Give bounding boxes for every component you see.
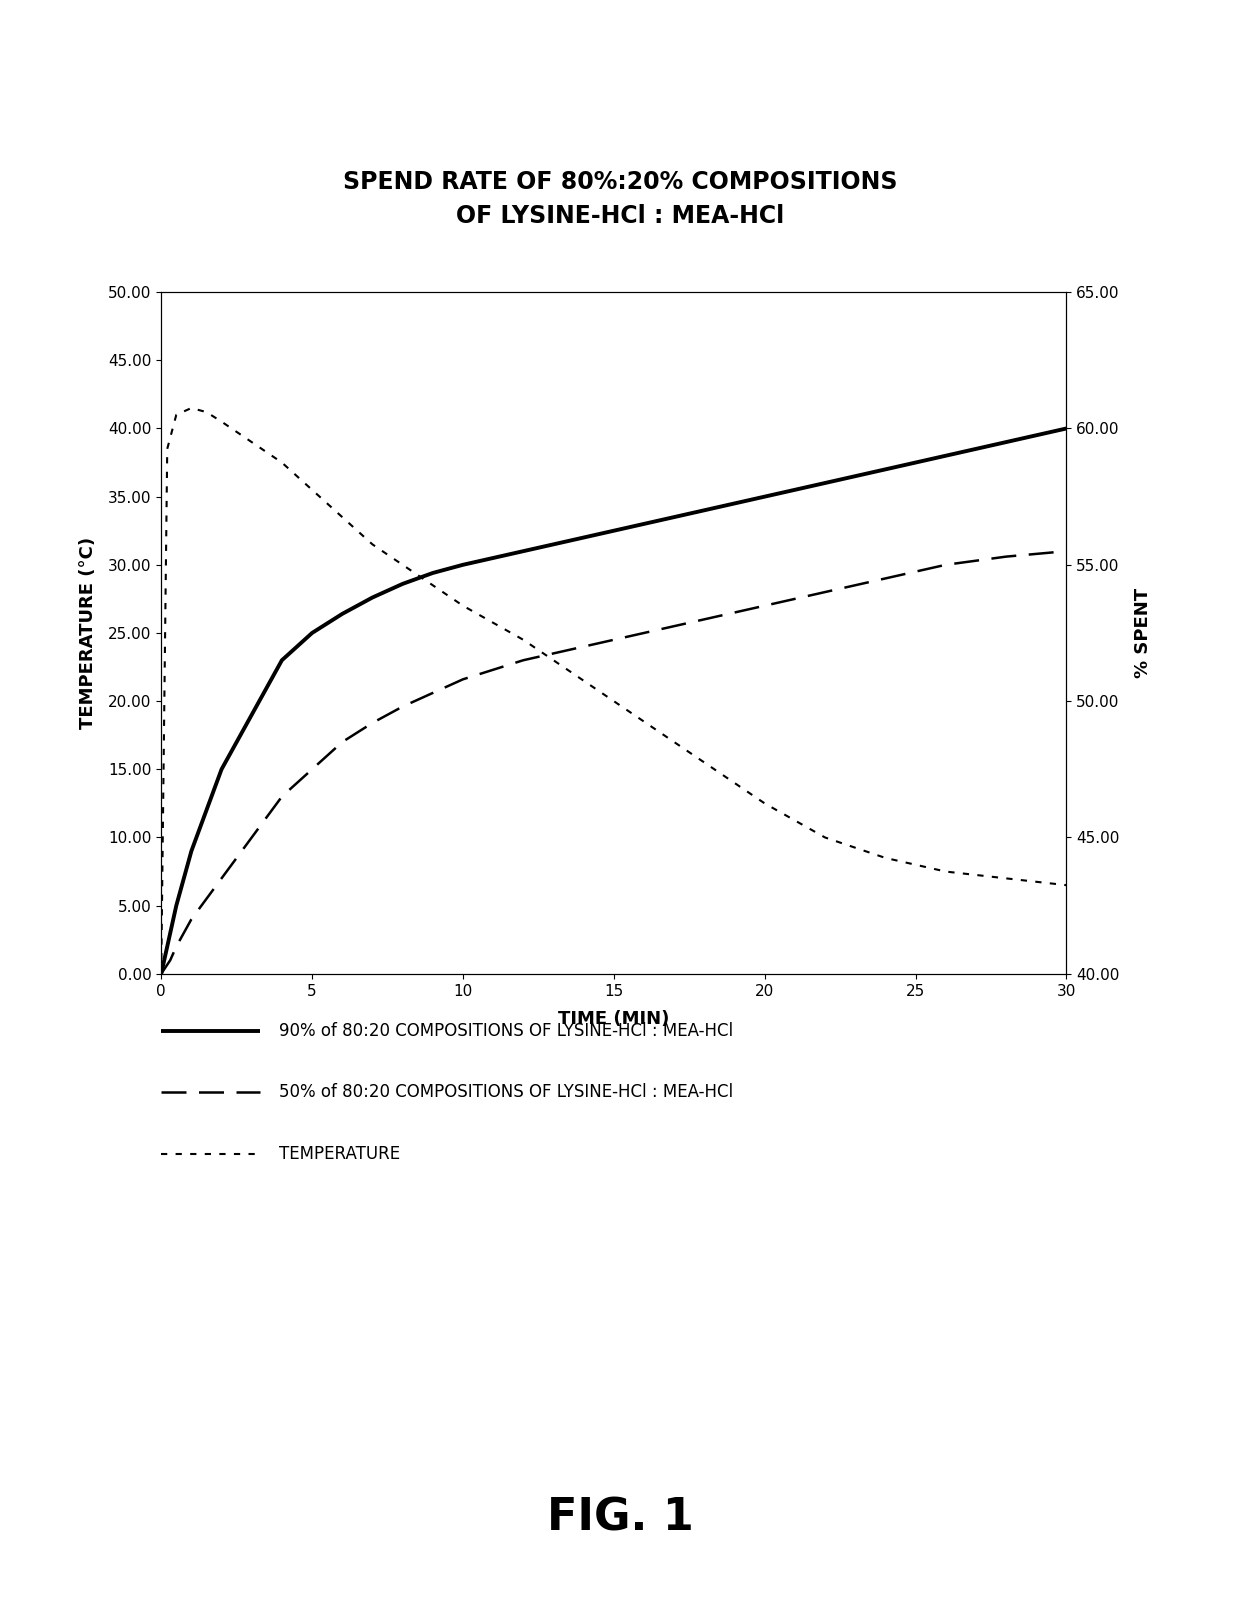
- Text: 90% of 80:20 COMPOSITIONS OF LYSINE-HCl : MEA-HCl: 90% of 80:20 COMPOSITIONS OF LYSINE-HCl …: [279, 1021, 733, 1040]
- Text: 50% of 80:20 COMPOSITIONS OF LYSINE-HCl : MEA-HCl: 50% of 80:20 COMPOSITIONS OF LYSINE-HCl …: [279, 1083, 733, 1102]
- Y-axis label: TEMPERATURE (°C): TEMPERATURE (°C): [79, 537, 97, 729]
- Text: FIG. 1: FIG. 1: [547, 1496, 693, 1539]
- Y-axis label: % SPENT: % SPENT: [1133, 588, 1152, 678]
- X-axis label: TIME (MIN): TIME (MIN): [558, 1010, 670, 1027]
- Text: TEMPERATURE: TEMPERATURE: [279, 1144, 401, 1164]
- Text: SPEND RATE OF 80%:20% COMPOSITIONS
OF LYSINE-HCl : MEA-HCl: SPEND RATE OF 80%:20% COMPOSITIONS OF LY…: [342, 170, 898, 227]
